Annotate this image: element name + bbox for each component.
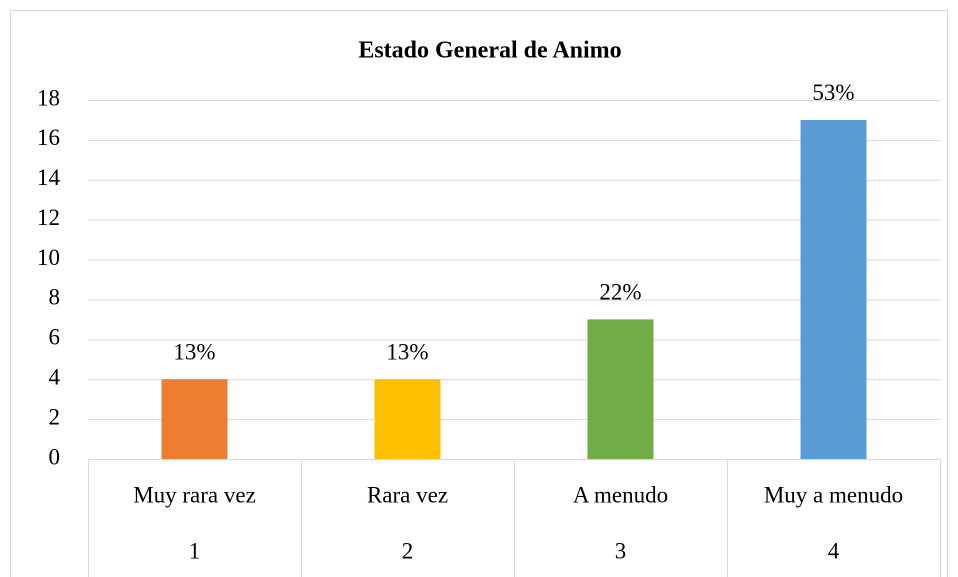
data-label: 13% xyxy=(173,340,215,365)
x-tick-label: Muy a menudo xyxy=(764,482,903,507)
x-tick-label: A menudo xyxy=(573,482,668,507)
y-tick-label: 0 xyxy=(49,444,61,469)
x-tick-sublabel: 4 xyxy=(828,538,840,563)
chart-border xyxy=(10,10,948,577)
data-label: 13% xyxy=(386,340,428,365)
bar xyxy=(161,379,228,459)
bar xyxy=(800,119,867,459)
y-tick-label: 14 xyxy=(37,165,61,190)
data-label: 53% xyxy=(812,80,854,105)
y-tick-label: 12 xyxy=(37,205,60,230)
x-tick-sublabel: 3 xyxy=(615,538,627,563)
data-label: 22% xyxy=(599,280,641,305)
y-tick-label: 16 xyxy=(37,125,60,150)
chart-title: Estado General de Animo xyxy=(358,38,621,64)
x-tick-sublabel: 1 xyxy=(189,538,201,563)
y-tick-label: 8 xyxy=(49,285,61,310)
x-tick-sublabel: 2 xyxy=(402,538,414,563)
x-tick-label: Muy rara vez xyxy=(133,482,256,507)
y-tick-label: 18 xyxy=(37,85,60,110)
y-tick-label: 6 xyxy=(49,325,61,350)
y-tick-label: 10 xyxy=(37,245,60,270)
y-tick-label: 4 xyxy=(49,365,61,390)
bar xyxy=(374,379,441,459)
x-tick-label: Rara vez xyxy=(367,482,448,507)
y-tick-label: 2 xyxy=(49,404,61,429)
bar xyxy=(587,319,654,459)
